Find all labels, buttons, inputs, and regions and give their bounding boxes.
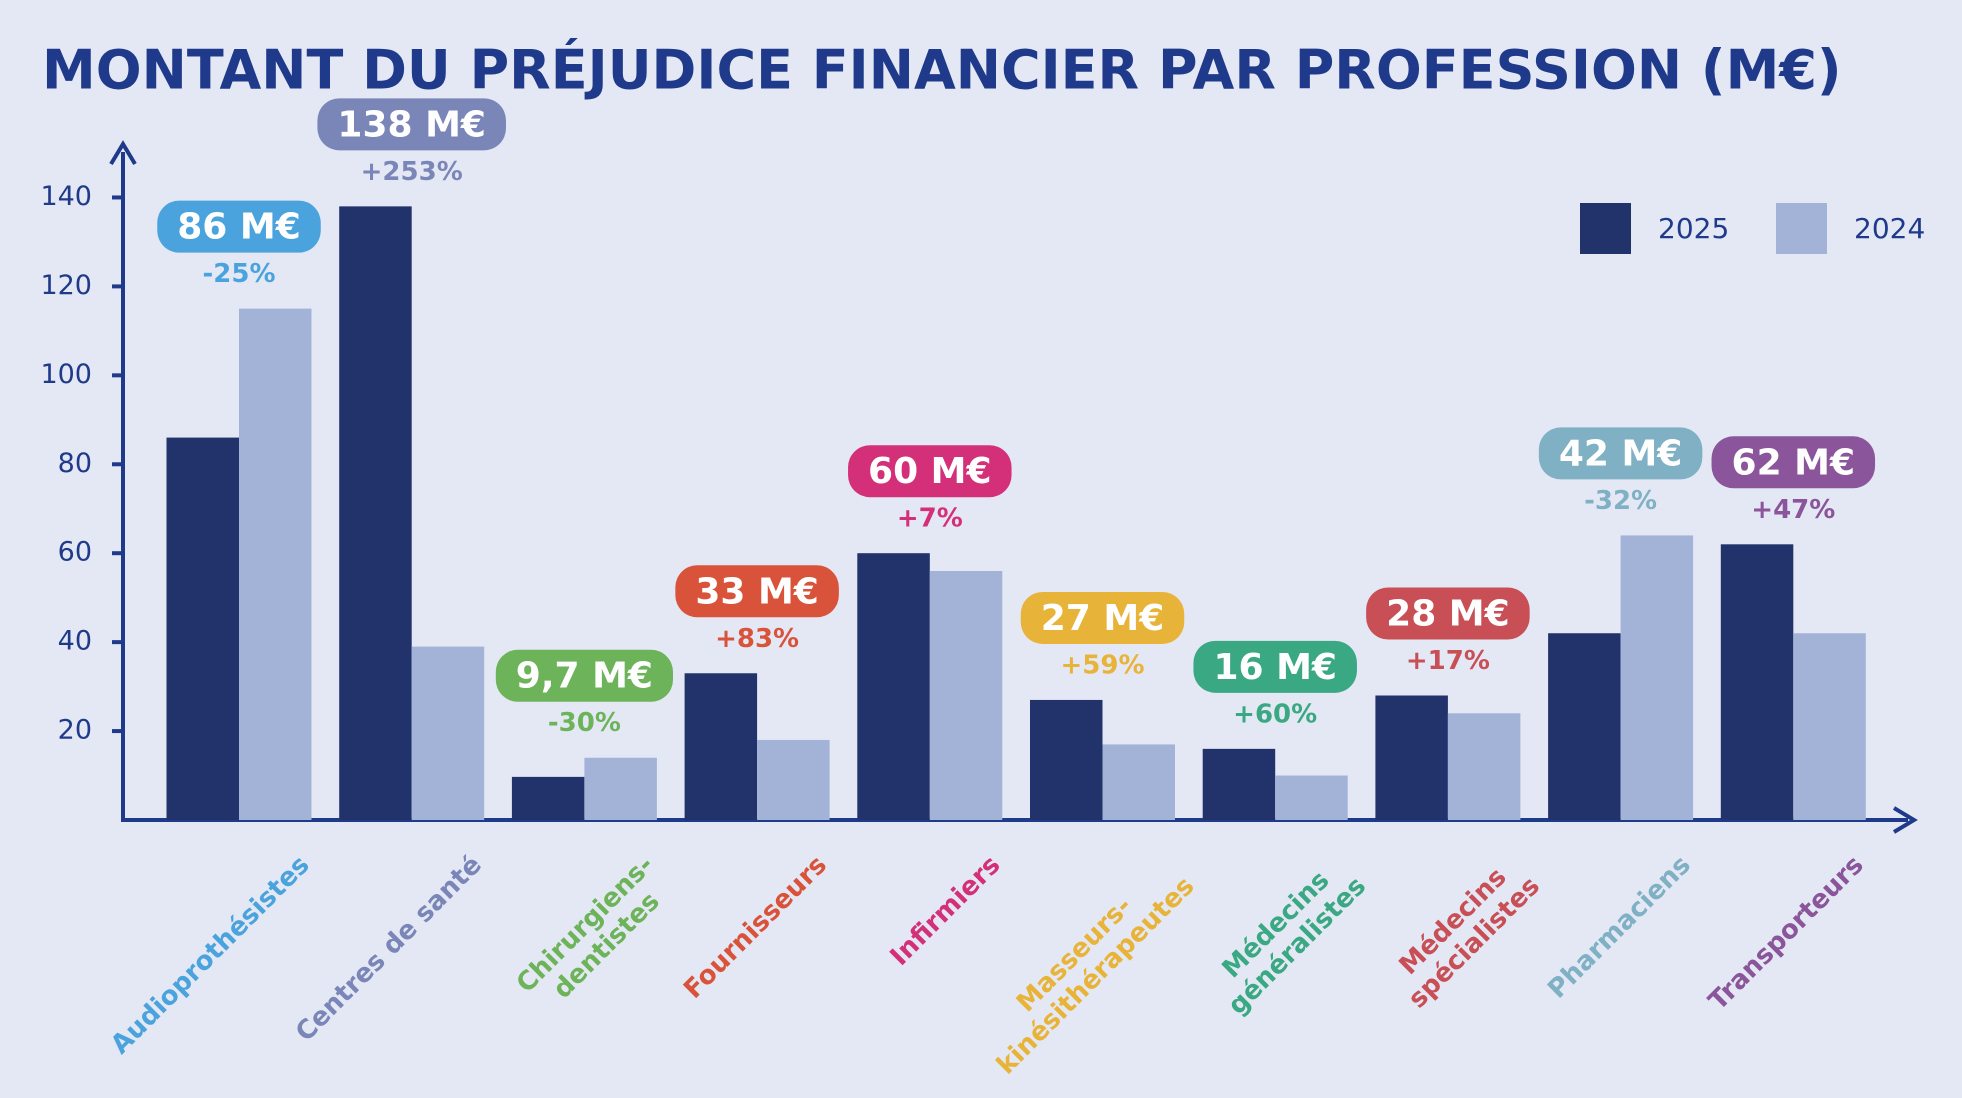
bar [511,776,585,820]
badge [157,200,321,253]
change-label: +60% [1233,699,1317,729]
change-label: -30% [548,708,621,738]
y-tick-label: 60 [58,537,92,568]
change-label: +83% [715,624,799,654]
change-label: +7% [897,504,963,534]
bar [411,646,485,820]
bar [1202,748,1276,820]
value-label: 33 M€ [695,571,819,612]
change-label: -32% [1584,486,1657,516]
badge [1366,587,1530,640]
change-label: +253% [361,157,463,187]
badge [675,565,839,618]
value-label: 60 M€ [868,451,992,492]
value-label: 138 M€ [337,104,486,145]
badge [1193,640,1357,693]
bar [1548,633,1621,820]
legend-swatch [1776,203,1827,254]
change-label: -25% [202,259,275,289]
value-label: 86 M€ [177,207,301,248]
value-label: 16 M€ [1213,647,1337,688]
bar [1793,633,1866,820]
legend-swatch [1580,203,1631,254]
bar [239,308,312,820]
bar [339,206,412,821]
value-label: 42 M€ [1559,433,1683,474]
y-tick-label: 40 [58,626,92,657]
bar [1030,699,1103,820]
badge [317,98,506,151]
value-label: 28 M€ [1386,593,1510,634]
bar [584,757,657,820]
y-tick-label: 100 [40,359,92,390]
bar [1275,775,1348,820]
bar [929,570,1003,820]
bar [1102,744,1175,820]
chart-title: MONTANT DU PRÉJUDICE FINANCIER PAR PROFE… [42,39,1842,102]
y-tick-label: 80 [58,448,92,479]
legend-label: 2024 [1854,212,1925,245]
bar [1447,713,1521,820]
change-label: +17% [1406,646,1490,676]
bar [1375,695,1448,820]
badge [1020,591,1185,644]
badge [1538,427,1703,480]
bar [1720,544,1794,820]
bar [166,437,239,820]
change-label: +47% [1751,495,1835,525]
y-tick-label: 140 [40,181,92,212]
bar [757,739,830,820]
y-arrow [109,140,137,166]
value-label: 9,7 M€ [516,656,653,697]
legend-label: 2025 [1658,212,1729,245]
bar [1620,535,1694,820]
badge [1711,436,1876,489]
x-arrow [1892,806,1918,834]
value-label: 62 M€ [1732,442,1856,483]
value-label: 27 M€ [1041,598,1165,639]
bar [857,553,930,820]
badge [848,445,1012,498]
y-tick-label: 20 [58,715,92,746]
change-label: +59% [1060,650,1144,680]
bar [684,673,758,820]
badge [495,649,673,702]
y-tick-label: 120 [40,270,92,301]
